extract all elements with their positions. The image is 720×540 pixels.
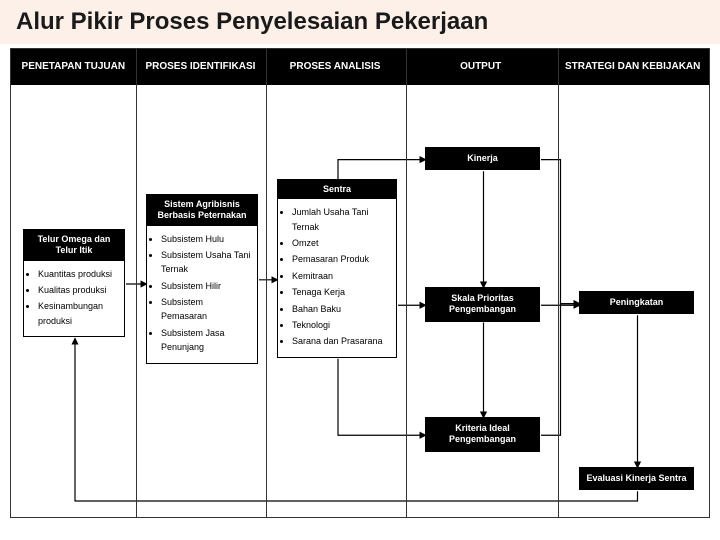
list-item: Subsistem Pemasaran: [161, 295, 251, 324]
list-item: Teknologi: [292, 318, 390, 332]
box-evaluasi-kinerja: Evaluasi Kinerja Sentra: [579, 467, 694, 490]
lane-divider: [558, 49, 559, 517]
lane-header: PROSES ANALISIS: [265, 49, 405, 85]
list-item: Kuantitas produksi: [38, 267, 118, 281]
box-tujuan: Telur Omega dan Telur ItikKuantitas prod…: [23, 229, 125, 337]
lane-divider: [136, 49, 137, 517]
list-item: Sarana dan Prasarana: [292, 334, 390, 348]
lane-header: PROSES IDENTIFIKASI: [136, 49, 266, 85]
lane-header: PENETAPAN TUJUAN: [11, 49, 136, 85]
lane-header: STRATEGI DAN KEBIJAKAN: [556, 49, 709, 85]
list-item: Kemitraan: [292, 269, 390, 283]
box-kriteria-ideal: Kriteria Ideal Pengembangan: [425, 417, 540, 452]
list-item: Subsistem Usaha Tani Ternak: [161, 248, 251, 277]
box-peningkatan: Peningkatan: [579, 291, 694, 314]
box-identifikasi-head: Sistem Agribisnis Berbasis Peternakan: [147, 195, 257, 226]
list-item: Bahan Baku: [292, 302, 390, 316]
lane-divider: [406, 49, 407, 517]
page-title: Alur Pikir Proses Penyelesaian Pekerjaan: [0, 0, 720, 44]
title-text: Alur Pikir Proses Penyelesaian Pekerjaan: [16, 8, 488, 35]
flow-diagram: PENETAPAN TUJUANPROSES IDENTIFIKASIPROSE…: [10, 48, 710, 518]
list-item: Subsistem Hulu: [161, 232, 251, 246]
list-item: Omzet: [292, 236, 390, 250]
box-kinerja: Kinerja: [425, 147, 540, 170]
list-item: Subsistem Hilir: [161, 279, 251, 293]
box-identifikasi: Sistem Agribisnis Berbasis PeternakanSub…: [146, 194, 258, 364]
list-item: Pemasaran Produk: [292, 252, 390, 266]
box-analisis-head: Sentra: [278, 180, 396, 199]
lane-divider: [266, 49, 267, 517]
box-tujuan-head: Telur Omega dan Telur Itik: [24, 230, 124, 261]
lane-header-row: PENETAPAN TUJUANPROSES IDENTIFIKASIPROSE…: [11, 49, 709, 85]
box-analisis-list: Jumlah Usaha Tani Ternak Omzet Pemasaran P…: [278, 199, 396, 357]
box-identifikasi-list: Subsistem Hulu Subsistem Usaha Tani Terna…: [147, 226, 257, 363]
list-item: Kesinambungan produksi: [38, 299, 118, 328]
box-tujuan-list: Kuantitas produksi Kualitas produksi Kesin…: [24, 261, 124, 337]
list-item: Subsistem Jasa Penunjang: [161, 326, 251, 355]
list-item: Tenaga Kerja: [292, 285, 390, 299]
lane-header: OUTPUT: [405, 49, 557, 85]
list-item: Jumlah Usaha Tani Ternak: [292, 205, 390, 234]
list-item: Kualitas produksi: [38, 283, 118, 297]
box-analisis: Sentra Jumlah Usaha Tani Ternak Omzet Pemas…: [277, 179, 397, 358]
box-skala-prioritas: Skala Prioritas Pengembangan: [425, 287, 540, 322]
